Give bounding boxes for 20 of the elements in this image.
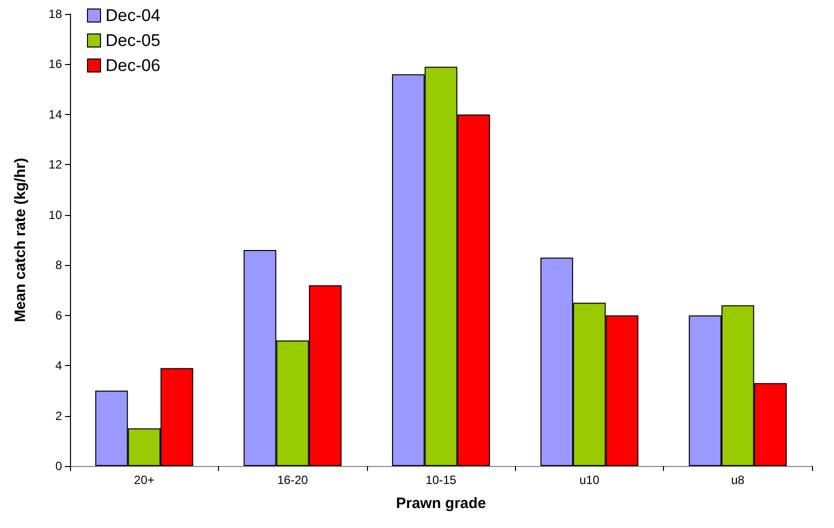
- y-tick-label: 2: [55, 408, 62, 423]
- y-tick-label: 8: [55, 258, 62, 272]
- x-tick-label: 16-20: [277, 473, 308, 487]
- y-tick-label: 18: [48, 7, 62, 21]
- legend-label: Dec-05: [106, 31, 160, 50]
- x-tick-label: u8: [731, 473, 745, 487]
- y-tick-label: 4: [55, 358, 62, 373]
- y-tick-label: 16: [48, 57, 62, 72]
- y-tick-label: 12: [48, 158, 62, 172]
- x-tick-label: 10-15: [426, 473, 457, 487]
- y-tick-label: 6: [55, 308, 62, 322]
- y-tick-label: 14: [48, 107, 62, 122]
- legend-label: Dec-04: [106, 6, 160, 25]
- x-tick-label: 20+: [134, 473, 154, 487]
- y-tick-label: 0: [55, 459, 62, 473]
- x-tick-label: u10: [579, 473, 600, 487]
- x-axis-title: Prawn grade: [396, 495, 486, 512]
- y-axis-title: Mean catch rate (kg/hr): [12, 158, 29, 322]
- legend-label: Dec-06: [106, 56, 160, 75]
- y-tick-label: 10: [48, 208, 62, 222]
